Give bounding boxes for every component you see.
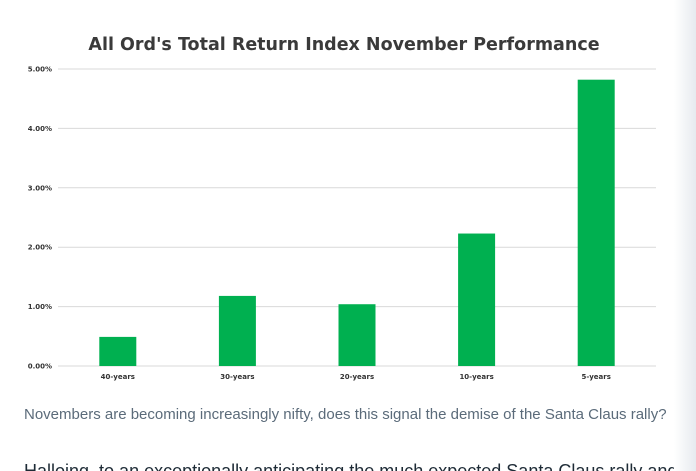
- bar-40-years: [99, 336, 137, 366]
- chart: All Ord's Total Return Index November Pe…: [22, 20, 664, 390]
- y-tick-label: 5.00%: [28, 66, 52, 74]
- chart-caption: Novembers are becoming increasingly nift…: [24, 406, 667, 423]
- y-tick-label: 2.00%: [28, 244, 52, 252]
- bar-30-years: [218, 295, 256, 366]
- article-body-text: Halloing, to an exceptionally anticipati…: [24, 461, 674, 471]
- y-tick-label: 3.00%: [28, 184, 52, 192]
- bars: [99, 79, 615, 366]
- x-tick-label: 40-years: [101, 373, 135, 381]
- bar-10-years: [458, 233, 496, 366]
- gridlines: [58, 68, 656, 367]
- x-tick-label: 20-years: [340, 373, 374, 381]
- x-tick-label: 30-years: [220, 373, 254, 381]
- y-tick-label: 4.00%: [28, 125, 52, 133]
- y-axis-tick-labels: 0.00% 1.00% 2.00% 3.00% 4.00% 5.00%: [28, 66, 52, 371]
- x-tick-label: 10-years: [459, 373, 493, 381]
- chart-title: All Ord's Total Return Index November Pe…: [88, 35, 599, 55]
- bar-5-years: [577, 79, 615, 366]
- x-tick-label: 5-years: [581, 373, 610, 381]
- x-axis-tick-labels: 40-years 30-years 20-years 10-years 5-years: [101, 373, 611, 381]
- bar-chart: All Ord's Total Return Index November Pe…: [28, 35, 656, 381]
- y-tick-label: 1.00%: [28, 303, 52, 311]
- y-tick-label: 0.00%: [28, 363, 52, 371]
- page-edge-shadow: [674, 0, 696, 471]
- bar-20-years: [338, 304, 376, 366]
